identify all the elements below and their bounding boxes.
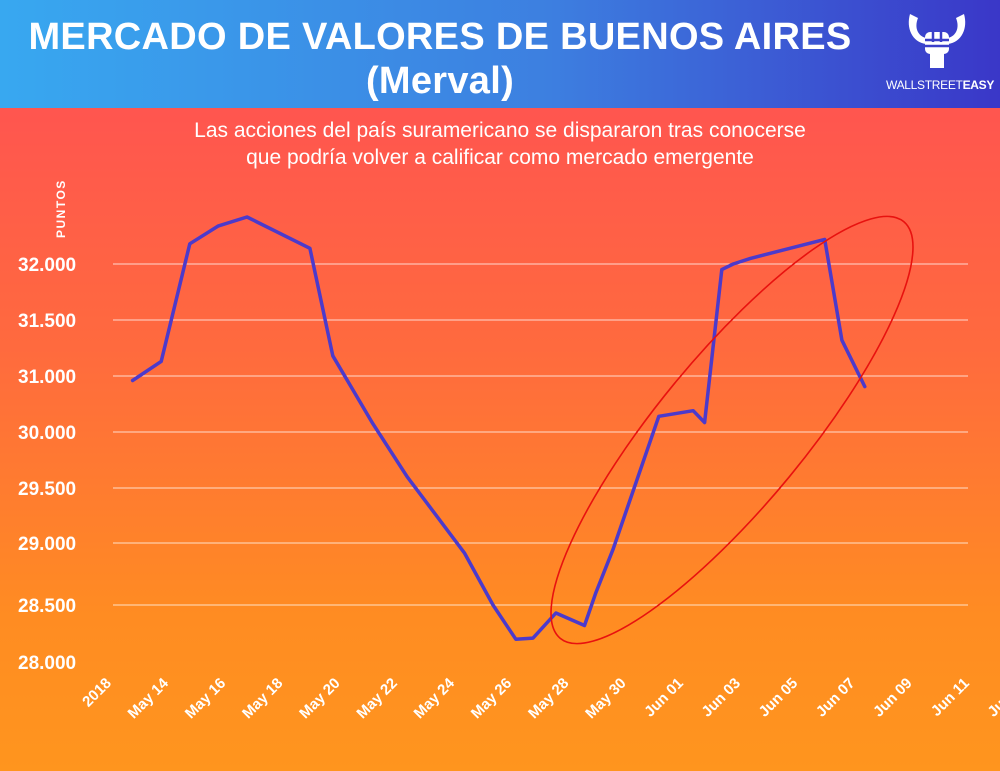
y-tick-label: 29.000 — [18, 534, 76, 555]
x-tick-label: May 22 — [353, 675, 400, 722]
subtitle-line-2: que podría volver a calificar como merca… — [246, 146, 754, 169]
subtitle-line-1: Las acciones del país suramericano se di… — [194, 119, 806, 142]
y-tick-label: 31.000 — [18, 367, 76, 388]
x-tick-label: May 30 — [582, 675, 629, 722]
header-banner: MERCADO DE VALORES DE BUENOS AIRES (Merv… — [0, 0, 1000, 108]
merval-series-line — [130, 215, 867, 641]
y-tick-label: 28.000 — [18, 653, 76, 674]
x-tick-label: May 14 — [125, 674, 173, 722]
x-tick-label: Jun 07 — [813, 675, 859, 721]
x-tick-label: May 26 — [468, 675, 515, 722]
x-tick-label: Jun 13 — [984, 675, 1000, 721]
y-axis-ticks: 32.000 31.500 31.000 30.000 29.500 29.000 28.5… — [18, 255, 76, 674]
x-tick-label: May 16 — [182, 675, 229, 722]
y-tick-label: 28.500 — [18, 596, 76, 617]
x-tick-label: Jun 09 — [870, 675, 916, 721]
x-tick-label: May 24 — [411, 674, 459, 722]
x-tick-label: May 20 — [296, 675, 343, 722]
y-axis-label: PUNTOS — [54, 179, 68, 238]
brand-text: WALLSTREETEASY — [886, 78, 995, 92]
x-tick-label: 2018 — [79, 675, 115, 711]
chart-title-subline: (Merval) — [365, 60, 515, 102]
x-tick-label: Jun 11 — [928, 675, 973, 720]
y-tick-label: 30.000 — [18, 423, 76, 444]
gridlines — [113, 263, 968, 606]
x-axis-ticks: 2018 May 14 May 16 May 18 May 20 May 22 May 24… — [79, 674, 1000, 722]
x-tick-label: Jun 05 — [756, 675, 802, 721]
x-tick-label: Jun 03 — [698, 675, 744, 721]
y-tick-label: 32.000 — [18, 255, 76, 276]
x-tick-label: Jun 01 — [641, 675, 687, 721]
brand-logo[interactable]: WALLSTREETEASY — [886, 10, 994, 100]
highlight-ellipse — [550, 215, 914, 645]
y-tick-label: 29.500 — [18, 479, 76, 500]
bull-fist-icon — [908, 14, 966, 68]
y-tick-label: 31.500 — [18, 311, 76, 332]
x-tick-label: May 28 — [525, 675, 572, 722]
x-tick-label: May 18 — [239, 675, 286, 722]
chart-title: MERCADO DE VALORES DE BUENOS AIRES — [28, 16, 852, 58]
